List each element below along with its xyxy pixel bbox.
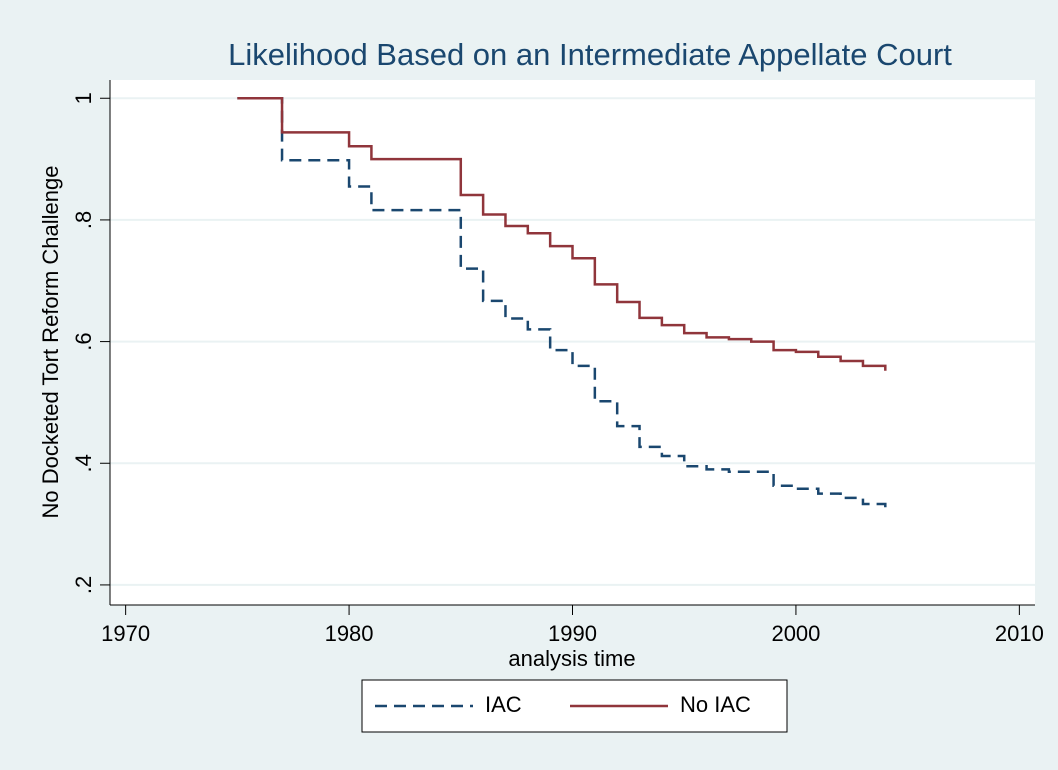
x-tick-label: 2010 xyxy=(995,621,1044,646)
y-tick-label: .2 xyxy=(71,576,96,594)
legend-label: No IAC xyxy=(680,692,751,717)
x-tick-label: 1970 xyxy=(101,621,150,646)
x-axis-label: analysis time xyxy=(508,646,635,671)
y-tick-label: 1 xyxy=(71,92,96,104)
y-tick-label: .8 xyxy=(71,211,96,229)
series-line xyxy=(237,97,887,371)
y-axis-label: No Docketed Tort Reform Challenge xyxy=(38,166,63,519)
y-tick-label: .4 xyxy=(71,454,96,472)
x-tick-label: 1980 xyxy=(325,621,374,646)
series-line xyxy=(237,97,887,512)
chart-title: Likelihood Based on an Intermediate Appe… xyxy=(228,37,952,72)
legend-label: IAC xyxy=(485,692,522,717)
x-tick-label: 1990 xyxy=(548,621,597,646)
x-tick-label: 2000 xyxy=(771,621,820,646)
y-tick-label: .6 xyxy=(71,332,96,350)
